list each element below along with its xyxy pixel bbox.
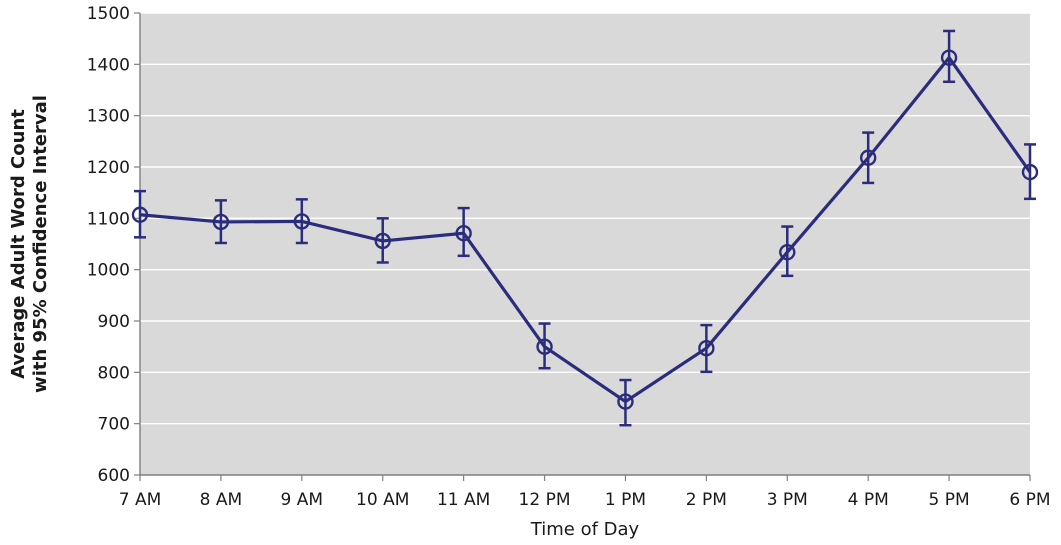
y-tick-label: 600 — [98, 466, 130, 486]
data-point — [212, 213, 230, 231]
x-tick-label: 5 PM — [929, 490, 970, 510]
x-tick-label: 10 AM — [356, 490, 409, 510]
data-point — [698, 340, 715, 357]
series — [131, 29, 1039, 427]
data-point — [131, 206, 149, 223]
x-tick-label: 11 AM — [437, 490, 490, 510]
data-point — [940, 49, 958, 66]
y-tick-label: 1400 — [87, 55, 130, 75]
gridlines — [140, 12, 1030, 425]
y-tick-labels: 600 700 800 900 1000 1100 1200 1300 1400 1500 — [87, 4, 140, 486]
x-tick-label: 12 PM — [519, 490, 571, 510]
x-axis-title: Time of Day — [530, 519, 640, 540]
y-tick-label: 1000 — [87, 261, 130, 281]
series-layer — [131, 29, 1039, 427]
x-tick-label: 1 PM — [605, 490, 646, 510]
series-line — [139, 56, 1032, 404]
x-tick-label: 7 AM — [119, 490, 162, 510]
y-tick-label: 700 — [98, 415, 130, 435]
plot-area — [140, 13, 1030, 475]
data-point — [617, 393, 634, 410]
x-tick-label: 4 PM — [848, 490, 889, 510]
data-point — [536, 338, 553, 355]
data-point — [1021, 163, 1039, 181]
data-point — [779, 244, 796, 261]
x-tick-label: 9 AM — [281, 490, 324, 510]
y-tick-label: 900 — [98, 312, 130, 332]
x-tick-label: 2 PM — [686, 490, 727, 510]
x-tick-label: 8 AM — [200, 490, 243, 510]
x-tick-label: 3 PM — [767, 490, 808, 510]
y-tick-label: 1200 — [87, 158, 130, 178]
x-tick-labels: 7 AM 8 AM 9 AM 10 AM 11 AM 12 PM 1 PM 2 PM 3 PM 4… — [119, 475, 1051, 510]
x-tick-label: 6 PM — [1009, 490, 1050, 510]
y-tick-label: 800 — [98, 363, 130, 383]
y-axis-title-line-2: with 95% Confidence Interval — [30, 95, 51, 393]
y-tick-label: 1500 — [87, 4, 130, 24]
data-point — [455, 225, 472, 242]
data-point — [374, 232, 391, 250]
y-tick-label: 1300 — [87, 107, 130, 127]
data-point — [293, 213, 311, 230]
y-axis-title-line-1: Average Adult Word Count — [8, 109, 29, 379]
y-tick-label: 1100 — [87, 209, 130, 229]
data-point — [859, 149, 877, 166]
